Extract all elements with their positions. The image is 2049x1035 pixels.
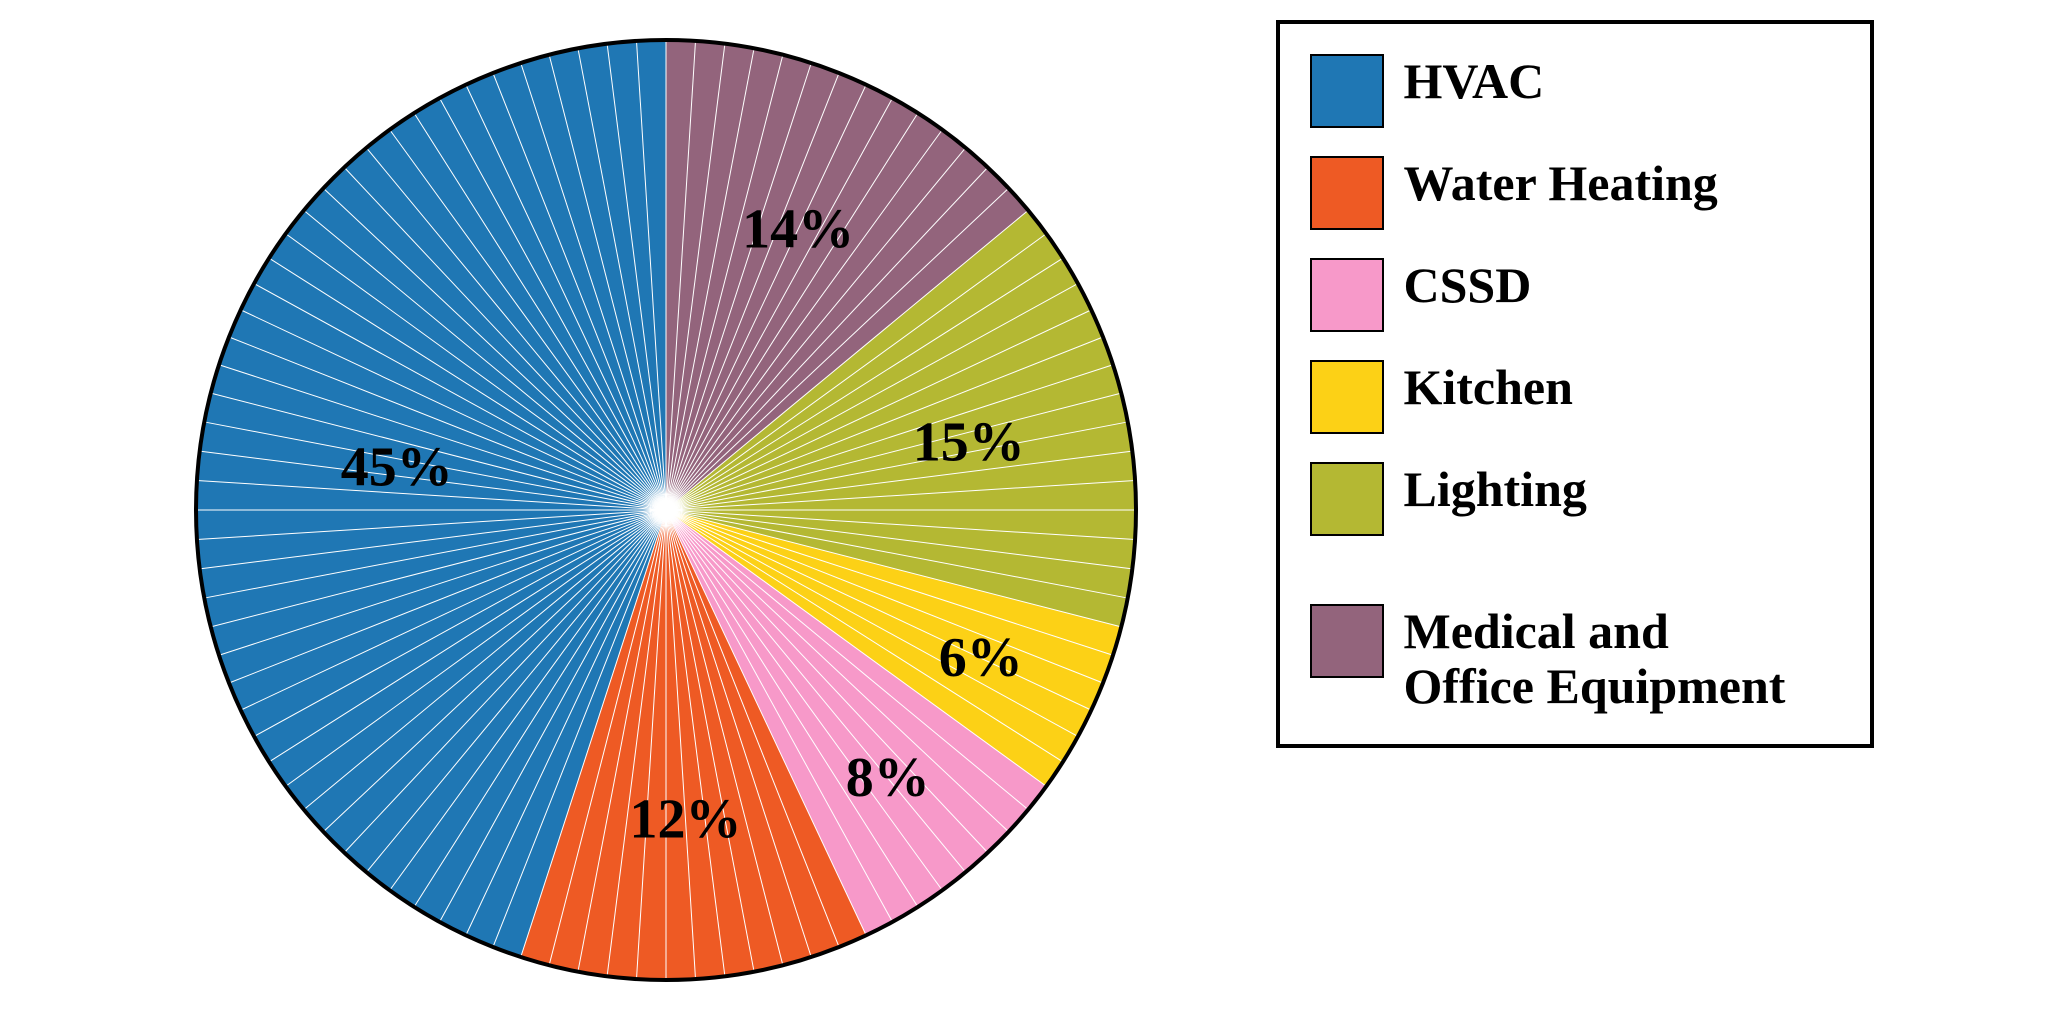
legend-item-water: Water Heating [1310, 156, 1830, 230]
legend-item-kitchen: Kitchen [1310, 360, 1830, 434]
slice-label-water: 12% [629, 789, 741, 851]
legend-item-hvac: HVAC [1310, 54, 1830, 128]
legend-label-kitchen: Kitchen [1404, 360, 1573, 415]
legend-item-cssd: CSSD [1310, 258, 1830, 332]
legend-label-cssd: CSSD [1404, 258, 1532, 313]
legend-item-medical: Medical andOffice Equipment [1310, 604, 1830, 714]
legend-label-medical: Medical andOffice Equipment [1404, 604, 1786, 714]
legend-swatch-water [1310, 156, 1384, 230]
pie-chart: 14% 15% 6%8% 12% 45% [176, 20, 1156, 1005]
slice-label-lighting: 15% [912, 411, 1024, 473]
legend-label-water: Water Heating [1404, 156, 1718, 211]
legend-label-lighting: Lighting [1404, 462, 1587, 517]
chart-container: 14% 15% 6%8% 12% 45% HVAC Water Heating CSSD Ki… [0, 0, 2049, 1025]
slice-label-cssd: 8% [845, 747, 929, 809]
legend-label-hvac: HVAC [1404, 54, 1545, 109]
pie-svg: 14% 15% 6%8% 12% 45% [176, 20, 1156, 1000]
slice-label-hvac: 45% [340, 436, 452, 498]
legend-box: HVAC Water Heating CSSD Kitchen Lighting Medi… [1276, 20, 1874, 748]
slice-label-kitchen: 6% [938, 627, 1022, 689]
legend-swatch-medical [1310, 604, 1384, 678]
legend-swatch-cssd [1310, 258, 1384, 332]
legend-item-lighting: Lighting [1310, 462, 1830, 536]
legend-swatch-hvac [1310, 54, 1384, 128]
slice-label-medical: 14% [742, 198, 854, 260]
legend-swatch-lighting [1310, 462, 1384, 536]
legend-swatch-kitchen [1310, 360, 1384, 434]
legend-gap [1310, 564, 1830, 604]
